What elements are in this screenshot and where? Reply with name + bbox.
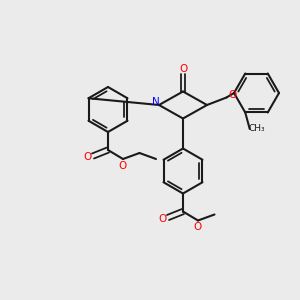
Text: O: O: [228, 89, 237, 100]
Text: CH₃: CH₃: [249, 124, 266, 134]
Text: O: O: [119, 160, 127, 171]
Text: O: O: [158, 214, 167, 224]
Text: O: O: [83, 152, 92, 163]
Text: O: O: [194, 222, 202, 232]
Text: O: O: [179, 64, 187, 74]
Text: N: N: [152, 97, 160, 107]
